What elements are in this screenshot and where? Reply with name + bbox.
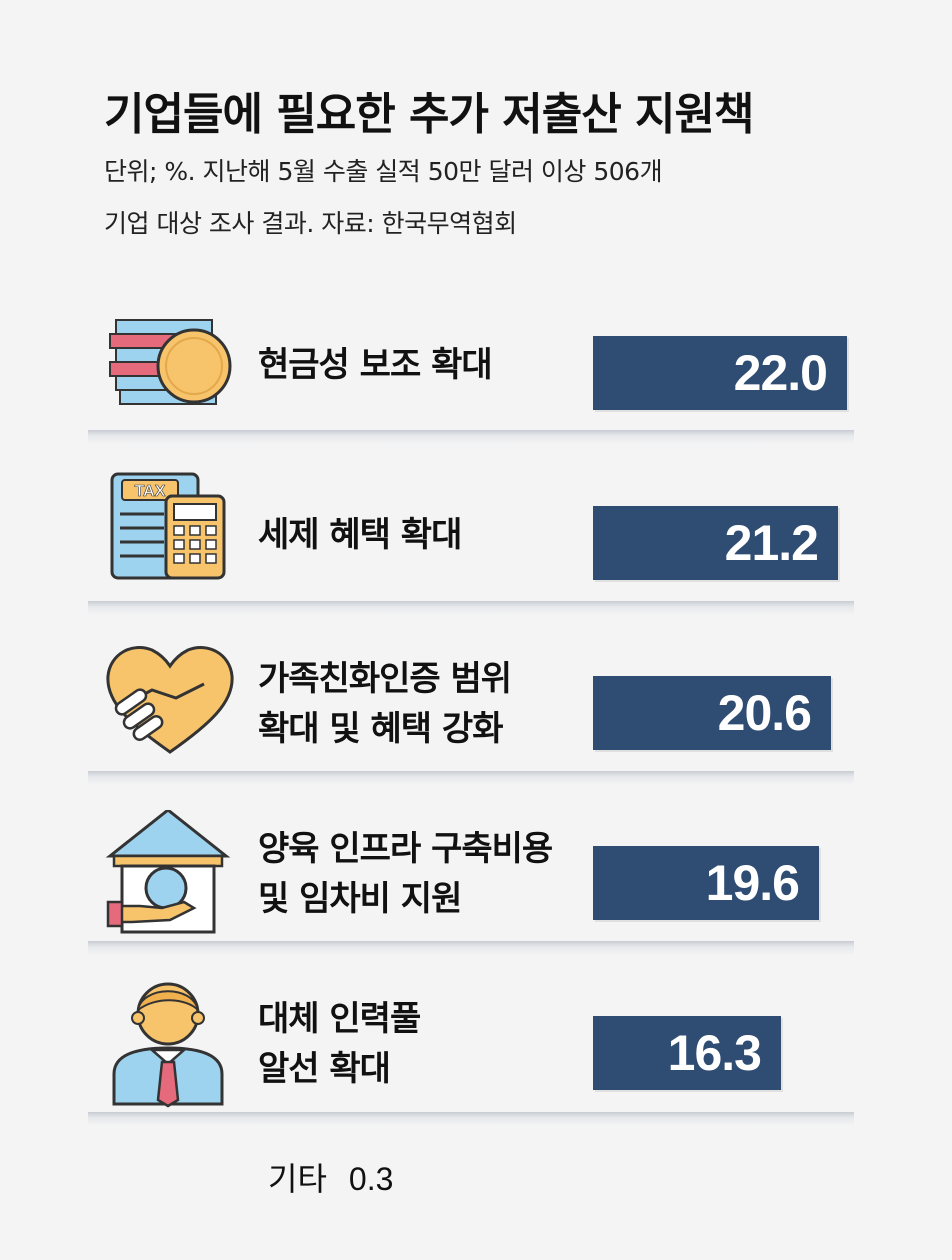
row-divider	[88, 771, 854, 785]
handshake-heart-icon	[100, 640, 240, 770]
coins-icon	[100, 300, 240, 430]
data-label: 20.6	[717, 685, 812, 741]
category-label: 세제 혜택 확대	[258, 515, 462, 555]
row-divider	[88, 601, 854, 615]
row-divider	[88, 1112, 854, 1126]
category-label: 현금성 보조 확대	[258, 345, 493, 385]
other-value: 0.3	[348, 1161, 394, 1197]
bar-mark: 19.6	[593, 846, 819, 920]
bar-mark: 22.0	[593, 336, 847, 410]
chart-row: 대체 인력풀 알선 확대 16.3	[0, 980, 952, 1150]
chart-row: 현금성 보조 확대 22.0	[0, 300, 952, 470]
data-label: 19.6	[705, 855, 800, 911]
tax-calculator-icon: TAX	[100, 470, 240, 600]
bar-mark: 20.6	[593, 676, 831, 750]
other-label: 기타	[268, 1160, 327, 1198]
chart-title: 기업들에 필요한 추가 저출산 지원책	[104, 89, 754, 140]
category-label: 가족친화인증 범위 확대 및 혜택 강화	[258, 659, 512, 749]
data-label: 22.0	[733, 345, 828, 401]
house-hand-icon	[100, 810, 240, 940]
data-label: 16.3	[667, 1025, 762, 1081]
chart-row: 양육 인프라 구축비용 및 임차비 지원 19.6	[0, 810, 952, 980]
category-label: 대체 인력풀 알선 확대	[258, 999, 421, 1089]
row-divider	[88, 941, 854, 955]
chart-row: 가족친화인증 범위 확대 및 혜택 강화 20.6	[0, 640, 952, 810]
chart-subtitle-source: 기업 대상 조사 결과. 자료: 한국무역협회	[104, 209, 517, 238]
svg-text:TAX: TAX	[135, 483, 166, 500]
chart-subtitle-units: 단위; %. 지난해 5월 수출 실적 50만 달러 이상 506개	[104, 157, 663, 186]
category-label: 양육 인프라 구축비용 및 임차비 지원	[258, 829, 553, 919]
bar-mark: 16.3	[593, 1016, 781, 1090]
row-divider	[88, 430, 854, 444]
bar-mark: 21.2	[593, 506, 838, 580]
data-label: 21.2	[724, 515, 819, 571]
person-tie-icon	[100, 980, 240, 1110]
chart-row: TAX 세제 혜택 확대 21.2	[0, 470, 952, 640]
other-item: 기타 0.3	[268, 1154, 393, 1200]
